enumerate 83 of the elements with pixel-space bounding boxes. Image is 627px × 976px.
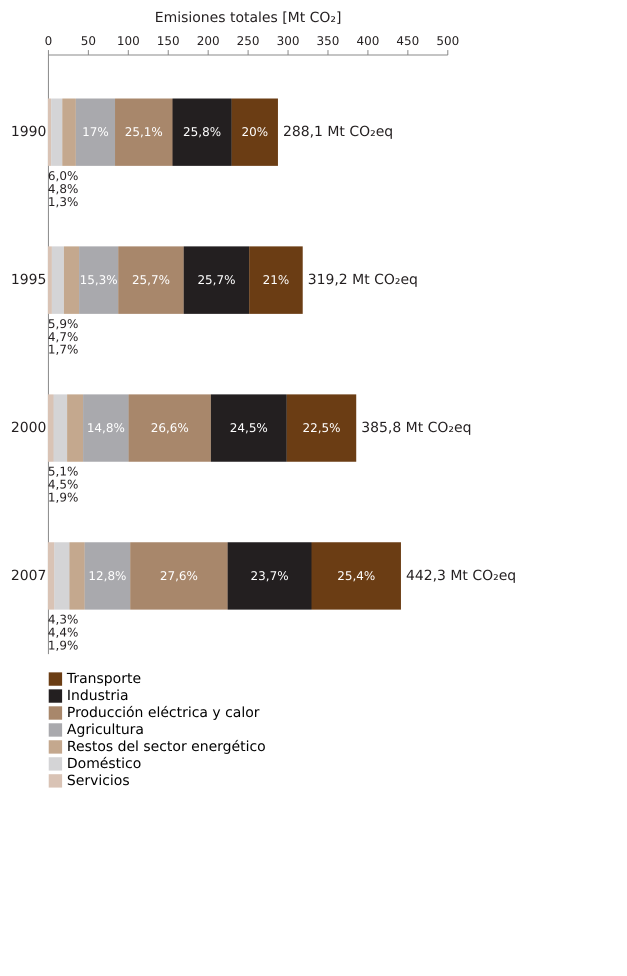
bar xyxy=(69,542,85,610)
annotation: 17% xyxy=(82,125,109,140)
bar xyxy=(128,394,211,462)
annotation: 6,0% xyxy=(48,168,78,183)
annotation: 25,7% xyxy=(132,273,170,288)
annotation: 21% xyxy=(262,273,290,288)
annotation: 25,4% xyxy=(337,568,376,583)
x-tick-label: 450 xyxy=(396,34,420,48)
bar xyxy=(48,542,54,610)
bar xyxy=(76,98,116,166)
annotation: 25,1% xyxy=(124,125,163,140)
legend-label: Producción eléctrica y calor xyxy=(66,704,260,721)
x-tick-label: 250 xyxy=(236,34,260,48)
total-label: 442,3 Mt CO₂eq xyxy=(406,568,516,584)
bar xyxy=(249,246,303,314)
annotation: 27,6% xyxy=(160,568,198,583)
x-tick-label: 0 xyxy=(44,34,52,48)
bar xyxy=(84,542,130,610)
annotation: 5,9% xyxy=(48,316,78,331)
total-label: 385,8 Mt CO₂eq xyxy=(361,420,472,436)
bar xyxy=(232,98,278,166)
bar xyxy=(54,394,68,462)
bar xyxy=(118,246,184,314)
x-tick-label: 500 xyxy=(436,34,460,48)
x-tick-label: 200 xyxy=(196,34,220,48)
x-tick-label: 100 xyxy=(116,34,140,48)
annotation: 26,6% xyxy=(150,421,189,436)
annotation: 24,5% xyxy=(230,421,268,436)
y-tick-label: 1990 xyxy=(10,124,46,140)
bar xyxy=(48,246,52,314)
bar xyxy=(67,394,84,462)
x-tick-label: 350 xyxy=(316,34,340,48)
annotation: 1,9% xyxy=(48,638,78,653)
y-tick-label: 2007 xyxy=(10,568,46,584)
legend-label: Industria xyxy=(66,688,129,704)
bar xyxy=(48,98,52,166)
bar xyxy=(130,542,228,610)
chart-title: Emisiones totales [Mt CO₂] xyxy=(154,10,342,26)
annotation: 1,3% xyxy=(48,194,78,209)
annotation: 4,8% xyxy=(48,182,78,196)
annotation: 15,3% xyxy=(80,273,118,288)
annotation: 20% xyxy=(241,125,268,140)
bar xyxy=(48,394,54,462)
x-tick-label: 400 xyxy=(356,34,380,48)
bar xyxy=(172,98,232,166)
annotation: 5,1% xyxy=(48,464,78,479)
annotation: 4,3% xyxy=(48,612,78,627)
annotation: 23,7% xyxy=(250,568,289,583)
legend-label: Doméstico xyxy=(66,756,142,772)
bar xyxy=(115,98,173,166)
bar xyxy=(228,542,312,610)
y-tick-label: 1995 xyxy=(10,272,46,288)
bar xyxy=(64,246,80,314)
bar xyxy=(83,394,129,462)
legend-label: Servicios xyxy=(66,772,130,789)
annotation: 25,7% xyxy=(197,273,236,288)
x-tick-label: 50 xyxy=(80,34,96,48)
bar xyxy=(210,394,287,462)
legend-label: Agricultura xyxy=(66,722,144,738)
annotation: 4,4% xyxy=(48,626,78,640)
annotation: 25,8% xyxy=(183,125,222,140)
bar xyxy=(54,542,70,610)
annotation: 4,7% xyxy=(48,330,78,344)
x-tick-label: 300 xyxy=(276,34,300,48)
bar xyxy=(52,246,64,314)
bar xyxy=(51,98,62,166)
bar xyxy=(79,246,118,314)
legend-label: Restos del sector energético xyxy=(66,738,266,755)
bar xyxy=(184,246,250,314)
annotation: 12,8% xyxy=(88,568,126,583)
y-tick-label: 2000 xyxy=(10,420,46,436)
bar xyxy=(286,394,356,462)
legend-label: Transporte xyxy=(66,671,142,688)
annotation: 14,8% xyxy=(86,421,125,436)
total-label: 288,1 Mt CO₂eq xyxy=(282,124,394,140)
total-label: 319,2 Mt CO₂eq xyxy=(308,272,418,288)
annotation: 1,7% xyxy=(48,342,78,357)
bar xyxy=(312,542,401,610)
annotation: 1,9% xyxy=(48,490,78,505)
x-tick-label: 150 xyxy=(156,34,180,48)
annotation: 22,5% xyxy=(302,421,341,436)
bar xyxy=(62,98,76,166)
annotation: 4,5% xyxy=(48,478,78,492)
